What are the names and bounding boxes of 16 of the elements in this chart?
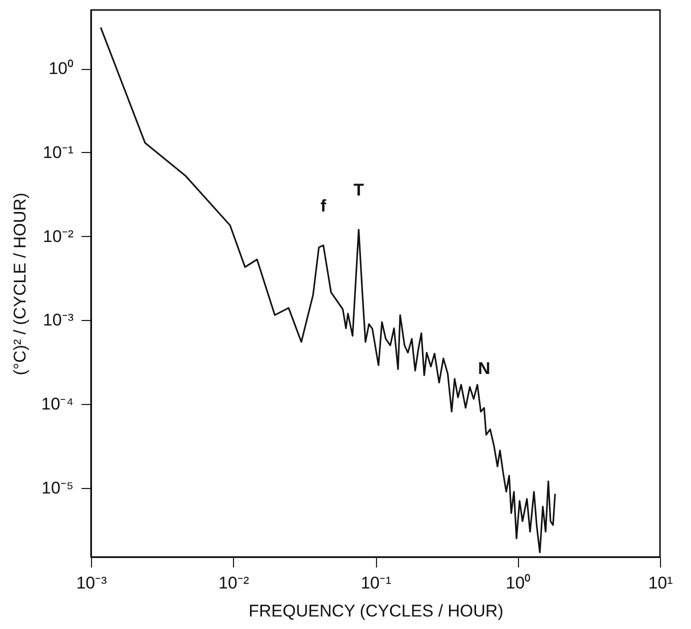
- x-tick-label: 10⁻²: [218, 574, 250, 592]
- x-tick-label: 10¹: [648, 574, 674, 592]
- x-tick-label: 10⁻³: [76, 574, 108, 592]
- y-tick-label: 10⁻²: [42, 226, 74, 246]
- x-tick-label: 10⁰: [506, 574, 531, 592]
- x-axis-title: FREQUENCY (CYCLES / HOUR): [248, 602, 504, 620]
- annotation: N: [478, 358, 490, 378]
- y-tick-label: 10⁻³: [42, 310, 74, 330]
- annotation: T: [354, 180, 365, 200]
- y-tick-label: 10⁻⁵: [42, 478, 74, 498]
- annotation: f: [320, 196, 327, 216]
- y-tick-label: 10⁻¹: [42, 142, 74, 162]
- y-tick-label: 10⁰: [48, 59, 74, 78]
- y-tick-label: 10⁻⁴: [41, 394, 74, 414]
- y-axis-title: (°C)² / (CYCLE / HOUR): [10, 192, 30, 376]
- x-tick-label: 10⁻¹: [360, 574, 392, 592]
